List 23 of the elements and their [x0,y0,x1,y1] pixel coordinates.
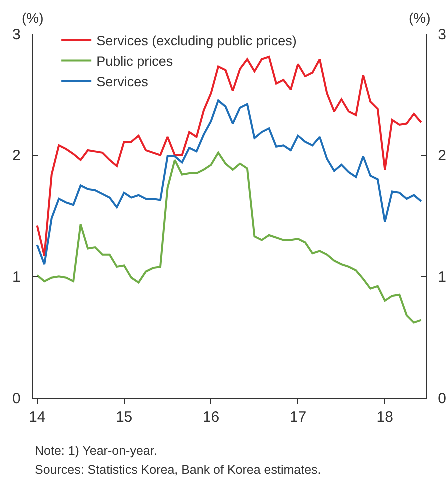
y2-tick-label: 2 [438,148,446,165]
y2-tick-label: 0 [438,390,446,408]
y-axis-title: (%) [22,10,44,26]
x-tick-label: 16 [202,409,220,426]
y2-axis-title: (%) [409,10,431,26]
y-tick-label: 2 [12,148,21,165]
x-tick-label: 14 [29,409,46,426]
y2-tick-label: 3 [438,26,446,44]
y2-tick-label: 1 [438,268,446,286]
y-tick-label: 0 [12,390,21,408]
x-tick-label: 15 [116,409,133,426]
y-tick-label: 3 [12,26,21,44]
legend-label: Services (excluding public prices) [96,33,297,48]
line-series [36,152,422,324]
x-tick-label: 18 [376,409,394,426]
legend-label: Public prices [96,54,174,69]
y-tick-label: 1 [12,268,21,286]
x-tick-label: 17 [290,409,307,426]
line-series [36,100,422,266]
text: Note: 1) Year-on-year. [35,444,158,458]
line-series [36,56,422,258]
legend-label: Services [96,74,149,90]
source-note: Sources: Statistics Korea, Bank of Korea estimates. [35,463,322,477]
